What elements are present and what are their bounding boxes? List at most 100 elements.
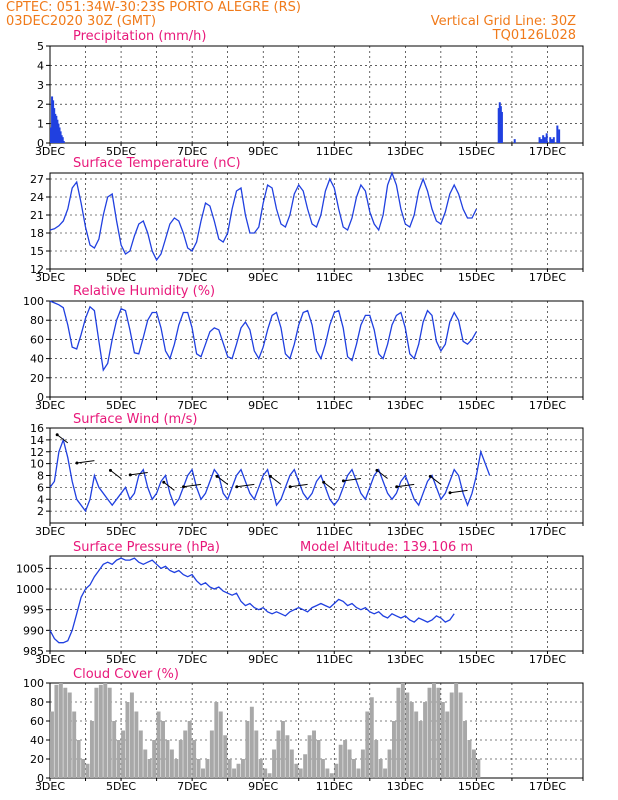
wind-arrow-head (375, 468, 379, 472)
cloud-bar (223, 735, 228, 778)
header-grid-note: Vertical Grid Line: 30Z (431, 14, 576, 29)
cloud-bar (205, 759, 210, 778)
cloud-bar (378, 759, 383, 778)
cloud-bar (54, 684, 59, 778)
cloud-bar (325, 768, 330, 778)
cloud-bar (72, 711, 77, 778)
cloud-bar (445, 711, 450, 778)
cloud-bar (58, 683, 63, 778)
precip-bar (54, 113, 57, 143)
x-tick-label: 5DEC (106, 271, 136, 284)
cloud-bar (125, 702, 130, 778)
precip-bar (58, 127, 61, 143)
y-tick-label: 80 (30, 696, 44, 709)
cloud-bar (116, 740, 121, 778)
cloud-bar (347, 749, 352, 778)
y-tick-label: 2 (37, 505, 44, 518)
x-tick-label: 11DEC (316, 525, 353, 538)
precip-bar (497, 108, 500, 143)
cloud-bar (289, 749, 294, 778)
wind-arrow-head (322, 480, 326, 484)
precipitation-panel: 0 1 2 3 4 5 3DEC 5DEC 7DEC 9DEC 11DEC 13DEC 15DEC 17D… (35, 40, 584, 158)
cloud-bar (387, 749, 392, 778)
wind-arrow (130, 472, 148, 476)
cloud-bar (152, 740, 157, 778)
cloud-bar (254, 730, 259, 778)
x-tick-label: 5DEC (106, 145, 136, 158)
y-tick-label: 0 (37, 772, 44, 785)
x-tick-label: 9DEC (248, 271, 278, 284)
y-tick-label: 0 (37, 137, 44, 150)
x-tick-label: 17DEC (529, 399, 566, 412)
wind-arrow (449, 489, 468, 494)
precip-bar (51, 96, 54, 143)
x-tick-label: 17DEC (529, 525, 566, 538)
y-tick-label: 5 (37, 40, 44, 53)
y-tick-label: 12 (30, 446, 44, 459)
cloud-bar (454, 683, 459, 778)
cloud-bar (214, 702, 219, 778)
cloud-bar (76, 740, 81, 778)
precipitation-frame (49, 45, 584, 144)
wind-arrow (270, 475, 282, 485)
cloud-bar (369, 697, 374, 778)
wind-arrow-head (235, 485, 239, 489)
x-tick-label: 11DEC (316, 145, 353, 158)
x-tick-label: 7DEC (177, 653, 207, 666)
cloud-bar (156, 711, 161, 778)
wind-arrow-head (162, 480, 166, 484)
cloud-bar (236, 763, 241, 778)
cloud-bar (183, 730, 188, 778)
precip-bar (549, 137, 552, 143)
precip-bar (55, 115, 58, 143)
y-tick-label: 15 (30, 245, 44, 258)
cloud-bar (112, 721, 117, 778)
x-tick-label: 15DEC (458, 399, 495, 412)
humidity-panel: 0 20 40 60 80 100 3DEC 5DEC 7DEC 9DEC 11DEC 13DEC 15… (23, 295, 584, 412)
cloud-bar (329, 773, 334, 778)
x-tick-label: 17DEC (529, 145, 566, 158)
x-tick-label: 3DEC (35, 525, 65, 538)
humidity-title: Relative Humidity (%) (73, 284, 215, 299)
y-tick-label: 100 (23, 295, 44, 308)
y-tick-label: 14 (30, 434, 44, 447)
cloud-bar (320, 759, 325, 778)
cloud-bar (334, 763, 339, 778)
y-tick-label: 0 (37, 391, 44, 404)
precip-bar (50, 127, 52, 143)
wind-arrow-head (182, 485, 186, 489)
cloud-bar (245, 721, 250, 778)
humidity-frame (49, 300, 584, 398)
precip-bar (53, 108, 56, 143)
pressure-altitude-note: Model Altitude: 139.106 m (300, 540, 473, 555)
x-tick-label: 11DEC (316, 653, 353, 666)
pressure-title: Surface Pressure (hPa) (73, 540, 220, 555)
x-tick-label: 17DEC (529, 653, 566, 666)
wind-arrow-head (75, 461, 79, 465)
cloud-bar (427, 687, 432, 778)
x-tick-label: 9DEC (248, 145, 278, 158)
wind-arrow (56, 434, 69, 444)
wind-arrow-head (395, 485, 399, 489)
y-tick-label: 20 (30, 753, 44, 766)
wind-arrow (323, 481, 335, 491)
x-tick-label: 13DEC (387, 780, 424, 793)
y-tick-label: 10 (30, 458, 44, 471)
cloud-bar (409, 702, 414, 778)
x-tick-label: 15DEC (458, 145, 495, 158)
y-tick-label: 12 (30, 263, 44, 276)
x-tick-label: 3DEC (35, 653, 65, 666)
cloud-bar (161, 721, 165, 778)
cloud-cover-panel: 0 20 40 60 80 100 3DEC 5DEC 7DEC 9DEC 11DEC 13DEC 15… (23, 677, 584, 793)
wind-arrow (216, 475, 228, 485)
wind-title: Surface Wind (m/s) (73, 412, 197, 427)
cloud-bar (81, 759, 86, 778)
wind-arrow-head (448, 491, 452, 495)
cloud-bar (218, 711, 223, 778)
y-tick-label: 6 (37, 481, 44, 494)
cloud-bar (258, 759, 263, 778)
precip-bar (60, 135, 63, 143)
x-tick-label: 13DEC (387, 271, 424, 284)
